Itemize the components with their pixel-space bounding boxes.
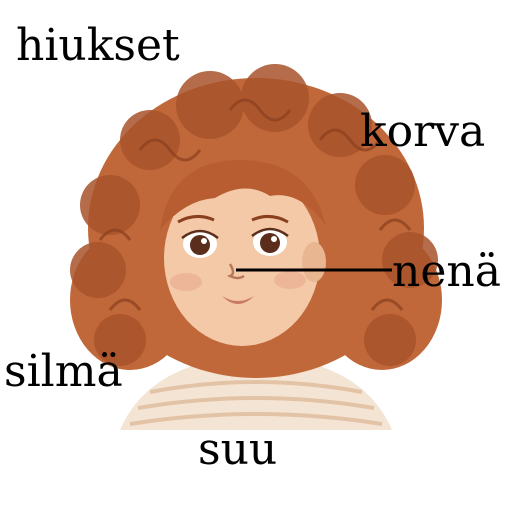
label-nose: nenä <box>392 246 501 297</box>
mouth <box>222 296 254 304</box>
shirt <box>120 355 392 430</box>
label-eye: silmä <box>4 346 123 397</box>
label-mouth: suu <box>198 424 278 475</box>
label-hair: hiukset <box>16 20 180 71</box>
nose <box>226 263 245 280</box>
ear <box>302 242 326 282</box>
label-ear: korva <box>360 106 486 157</box>
face <box>164 170 320 346</box>
eyes <box>181 227 289 258</box>
shirt-stripes <box>129 380 383 426</box>
bangs <box>160 160 326 230</box>
